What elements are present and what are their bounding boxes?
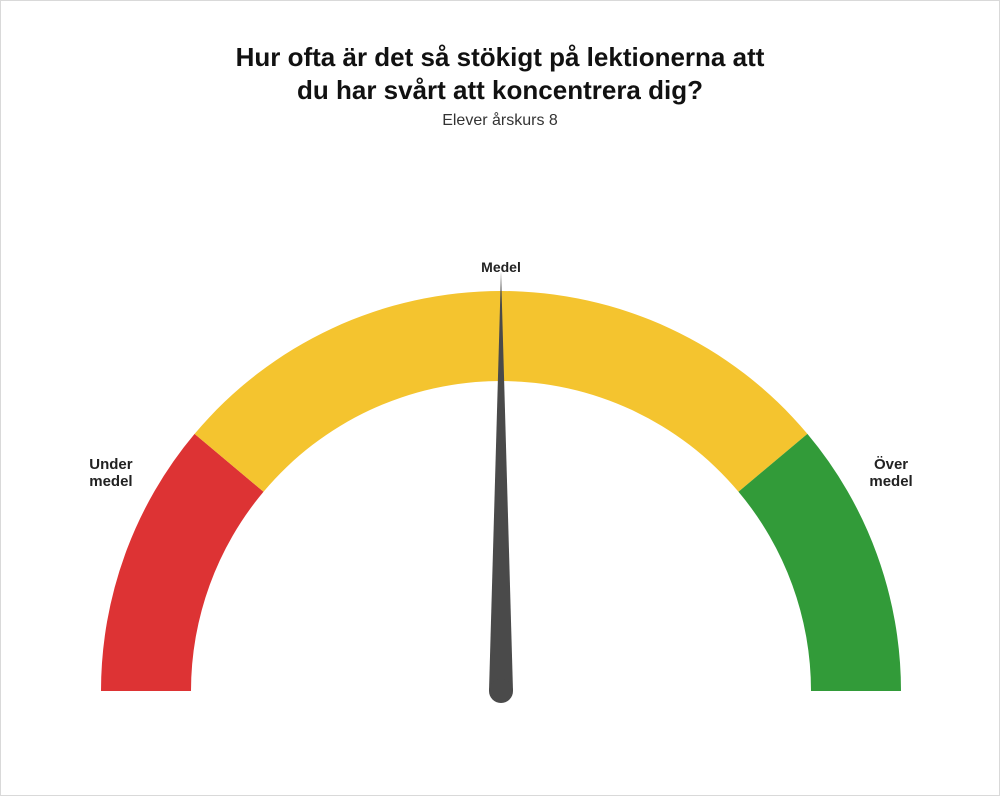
gauge-chart <box>1 1 1000 797</box>
gauge-label-medel: Medel <box>461 259 541 275</box>
gauge-label-under-medel: Undermedel <box>76 456 146 491</box>
gauge-label-over-medel: Övermedel <box>856 456 926 491</box>
gauge-needle-hub <box>489 679 513 703</box>
chart-frame: { "chart": { "type": "gauge", "title_lin… <box>0 0 1000 796</box>
